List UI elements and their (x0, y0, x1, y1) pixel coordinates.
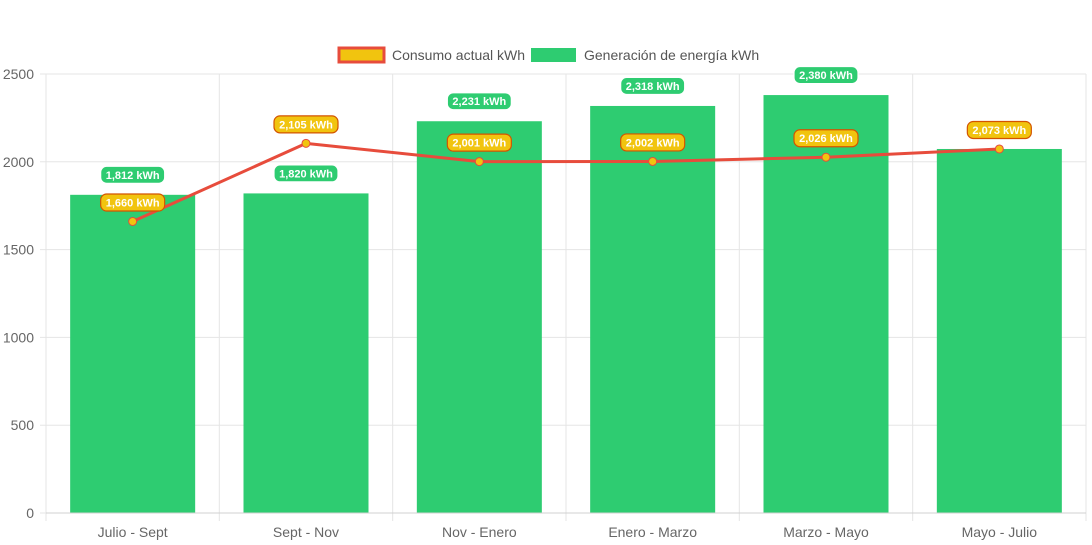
line-data-label: 2,073 kWh (966, 120, 1032, 140)
bar[interactable] (590, 105, 716, 513)
y-tick-label: 1500 (3, 242, 34, 258)
line-layer (128, 138, 1004, 227)
bar-data-label: 2,318 kWh (620, 76, 686, 96)
x-tick-label: Mayo - Julio (962, 524, 1038, 540)
y-tick-label: 500 (11, 417, 35, 433)
bar-data-label: 2,231 kWh (446, 92, 512, 111)
line-point[interactable] (128, 217, 138, 227)
x-tick-label: Enero - Marzo (608, 524, 697, 540)
bar-data-label-bg (446, 92, 512, 111)
bar[interactable] (416, 121, 542, 514)
legend-swatch-generacion[interactable] (531, 48, 576, 62)
line-data-label: 2,001 kWh (446, 133, 512, 152)
bar-data-label-bg (620, 76, 686, 96)
bar-data-label-bg (273, 164, 339, 183)
line-data-label: 1,660 kWh (100, 193, 166, 212)
axis-layer: 0 500 1000 1500 2000 2500 Julio - Sept Sept - N… (3, 66, 1086, 540)
y-tick-label: 1000 (3, 329, 34, 345)
series-line (132, 141, 1000, 223)
bar-data-label: 2,380 kWh (793, 65, 859, 85)
line-data-label: 2,002 kWh (620, 133, 686, 152)
bars-layer (70, 95, 1062, 514)
line-point[interactable] (474, 157, 484, 167)
line-data-label-text: 2,105 kWh (279, 119, 333, 131)
labels-layer: 1,812 kWh 1,820 kWh 2,231 kWh 2,318 kWh 2,38… (100, 65, 1032, 212)
line-data-label: 2,105 kWh (273, 115, 339, 134)
bar[interactable] (70, 194, 196, 513)
y-tick-label: 2500 (3, 66, 34, 82)
line-data-label-text: 2,002 kWh (626, 137, 680, 149)
x-tick-label: Sept - Nov (273, 524, 339, 540)
x-tick-label: Nov - Enero (442, 524, 517, 540)
line-point[interactable] (821, 152, 831, 162)
line-data-label-text: 2,073 kWh (972, 125, 1026, 137)
bar-data-label-bg (100, 165, 166, 184)
bar-data-label-text: 2,380 kWh (799, 70, 853, 82)
line-data-label-bg (446, 133, 512, 152)
bar-data-label-text: 2,318 kWh (626, 81, 680, 93)
legend-label-consumo[interactable]: Consumo actual kWh (392, 47, 525, 63)
bar[interactable] (936, 148, 1062, 513)
line-data-label-bg (100, 193, 166, 212)
line-data-label-bg (273, 115, 339, 134)
y-tick-label: 2000 (3, 154, 34, 170)
grid-layer (40, 73, 1087, 521)
line-point[interactable] (301, 138, 311, 148)
bar-data-label: 1,812 kWh (100, 165, 166, 184)
legend-swatch-consumo[interactable] (337, 46, 386, 64)
x-tick-label: Julio - Sept (98, 524, 168, 540)
line-data-label: 2,026 kWh (793, 129, 859, 148)
y-tick-label: 0 (26, 505, 34, 521)
legend-label-generacion[interactable]: Generación de energía kWh (584, 47, 759, 63)
line-data-label-bg (793, 129, 859, 148)
x-tick-label: Marzo - Mayo (783, 524, 869, 540)
legend: Consumo actual kWh Generación de energía … (337, 46, 759, 64)
line-data-label-bg (966, 120, 1032, 140)
bar-data-label-text: 1,820 kWh (279, 168, 333, 180)
bar[interactable] (763, 95, 889, 514)
line-point[interactable] (648, 156, 658, 166)
bar-data-label-text: 2,231 kWh (452, 96, 506, 108)
bar-data-label-text: 1,812 kWh (106, 170, 160, 182)
line-data-label-bg (620, 133, 686, 152)
bar-data-label-bg (793, 65, 859, 85)
bar-data-label: 1,820 kWh (273, 164, 339, 183)
line-point[interactable] (994, 144, 1004, 154)
line-data-label-text: 2,026 kWh (799, 133, 853, 145)
bar[interactable] (243, 193, 369, 513)
line-data-label-text: 1,660 kWh (106, 198, 160, 210)
line-data-label-text: 2,001 kWh (452, 138, 506, 150)
